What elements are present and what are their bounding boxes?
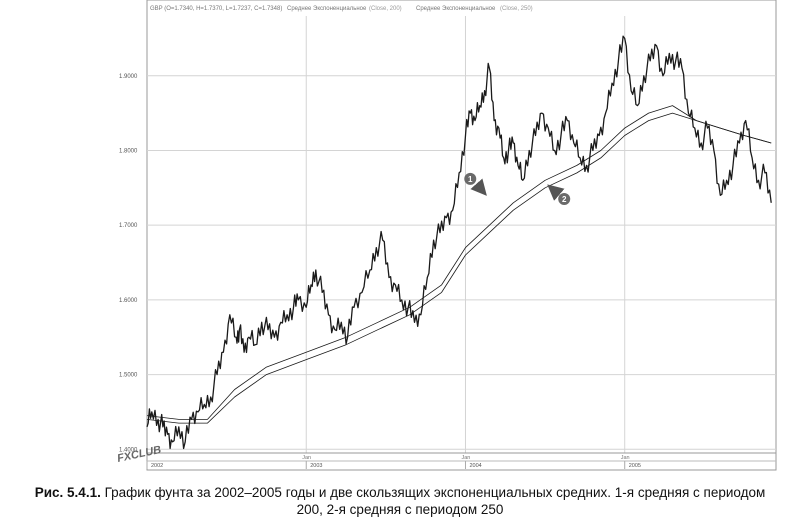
x-month-label: Jan (621, 455, 630, 461)
grid-layer (147, 16, 776, 453)
annotation-arrow-2 (547, 184, 565, 201)
price-line (146, 35, 772, 450)
price-chart: GBP (O=1.7340, H=1.7370, L=1.7237, C=1.7… (116, 0, 777, 471)
chart-figure: GBP (O=1.7340, H=1.7370, L=1.7237, C=1.7… (116, 0, 777, 471)
figure-caption: Рис. 5.4.1. График фунта за 2002–2005 го… (20, 484, 780, 518)
x-month-label: Jan (461, 455, 470, 461)
annotation-arrow-1 (470, 178, 487, 196)
y-tick-label: 1.7000 (119, 223, 138, 229)
header-ma1-params: (Close, 200) (369, 6, 402, 12)
ema200-line (146, 105, 772, 420)
chart-frame (146, 0, 777, 471)
x-axis: Jan Jan Jan 2002 2003 2004 2005 (146, 452, 776, 469)
y-axis: 1.4000 1.5000 1.6000 1.7000 1.8000 1.9000 (119, 74, 138, 454)
y-tick-label: 1.9000 (119, 74, 138, 80)
header-symbol-ohlc: GBP (O=1.7340, H=1.7370, L=1.7237, C=1.7… (150, 6, 282, 12)
annotation-layer: 12 (464, 172, 571, 206)
header-ma1-label: Среднее Экспоненциальное (287, 6, 367, 12)
caption-text: График фунта за 2002–2005 годы и две ско… (104, 485, 766, 517)
caption-prefix: Рис. 5.4.1. (34, 485, 101, 500)
series-layer (146, 35, 772, 450)
annotation-label-1: 1 (468, 175, 473, 184)
x-year-label: 2004 (469, 463, 481, 469)
ema250-line (146, 112, 772, 424)
y-tick-label: 1.5000 (119, 373, 138, 379)
header-ma2-params: (Close, 250) (500, 6, 533, 12)
y-tick-label: 1.8000 (119, 148, 138, 154)
y-tick-label: 1.6000 (119, 298, 138, 304)
x-year-label: 2005 (629, 463, 641, 469)
x-month-label: Jan (302, 455, 311, 461)
header-ma2-label: Среднее Экспоненциальное (416, 6, 496, 12)
x-year-label: 2003 (310, 463, 322, 469)
y-tick-label: 1.4000 (119, 447, 138, 453)
x-year-label: 2002 (151, 463, 163, 469)
annotation-label-2: 2 (562, 195, 567, 204)
